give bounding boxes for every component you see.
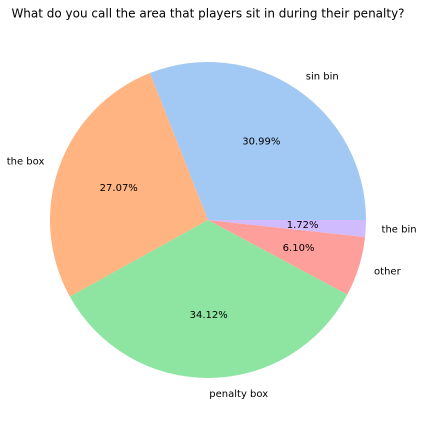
slice-label: penalty box [209,389,268,400]
pie-slice [208,220,366,295]
slice-value-label: 27.07% [100,183,138,194]
pie-slice [149,62,366,221]
slice-label: other [374,266,402,277]
pie-slice [69,220,348,378]
slice-label: the bin [382,224,417,235]
pie-slice [49,73,209,297]
pie-slice [208,220,366,238]
slice-value-label: 30.99% [242,137,280,148]
slice-value-label: 1.72% [287,220,319,231]
slice-value-label: 6.10% [283,243,315,254]
slice-label: the box [7,156,45,167]
slice-label: sin bin [306,71,339,82]
chart-title: What do you call the area that players s… [11,7,404,21]
slice-value-label: 34.12% [190,310,228,321]
